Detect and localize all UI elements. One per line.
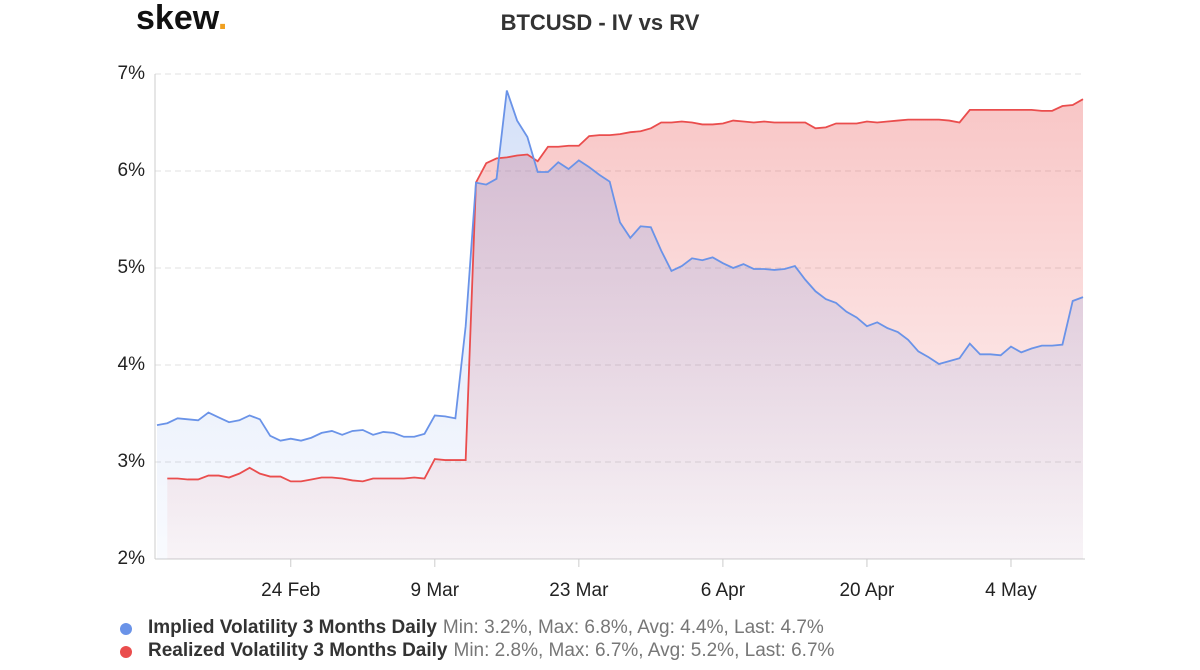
legend-stats: Min: 3.2%, Max: 6.8%, Avg: 4.4%, Last: 4… [443, 617, 824, 638]
area [157, 90, 1083, 560]
x-tick-label: 9 Mar [411, 580, 460, 601]
series-line [156, 90, 1084, 442]
x-tick-label: 6 Apr [701, 580, 746, 601]
y-tick-label: 3% [118, 451, 146, 472]
legend-marker [120, 623, 132, 635]
legend-name: Realized Volatility 3 Months Daily [148, 640, 448, 661]
x-tick-label: 24 Feb [261, 580, 320, 601]
y-tick-label: 4% [118, 354, 146, 375]
x-tick-label: 20 Apr [839, 580, 895, 601]
legend-label: Realized Volatility 3 Months Daily Min: 2… [148, 640, 835, 661]
logo: skew. [136, 0, 227, 37]
y-tick-label: 6% [118, 160, 146, 181]
legend-stats: Min: 2.8%, Max: 6.7%, Avg: 5.2%, Last: 6… [454, 640, 835, 661]
legend-label: Implied Volatility 3 Months Daily Min: 3.… [148, 617, 824, 638]
x-tick-label: 23 Mar [549, 580, 609, 601]
x-tick-label: 4 May [985, 580, 1037, 601]
y-tick-label: 5% [118, 257, 146, 278]
legend-marker [120, 646, 132, 658]
y-tick-label: 2% [118, 548, 146, 569]
legend-name: Implied Volatility 3 Months Daily [148, 617, 437, 638]
y-tick-label: 7% [118, 63, 146, 84]
chart-title: BTCUSD - IV vs RV [501, 10, 700, 35]
series-line [167, 98, 1084, 483]
